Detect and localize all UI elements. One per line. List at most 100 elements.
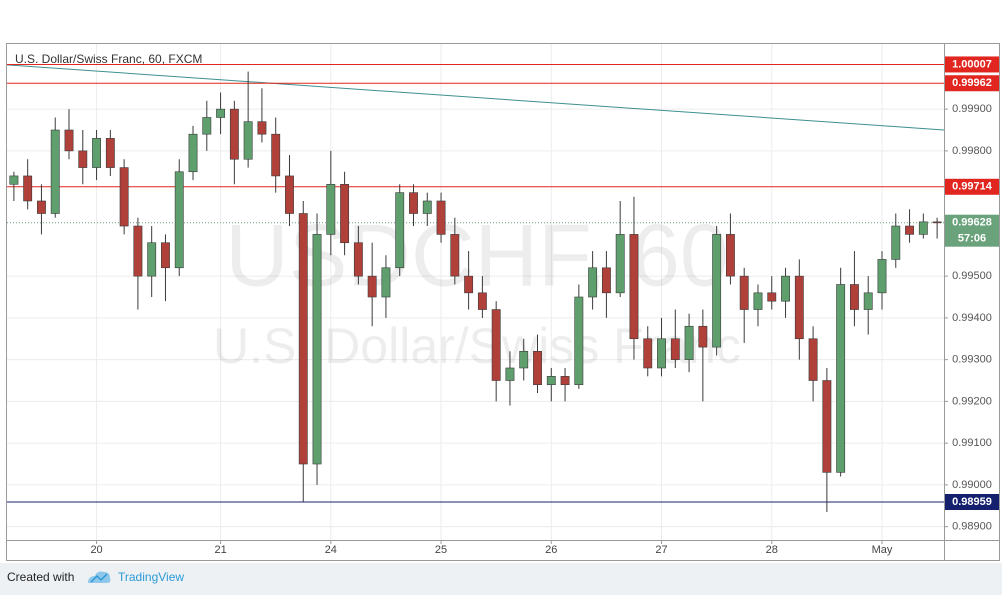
candle-body bbox=[918, 221, 928, 235]
trendline bbox=[6, 64, 945, 131]
x-tick-label: 24 bbox=[325, 544, 337, 556]
candle-body bbox=[725, 234, 735, 277]
level-label-box bbox=[945, 56, 999, 73]
countdown-label: 57:06 bbox=[958, 233, 986, 245]
candle-body bbox=[753, 292, 763, 310]
candle-body bbox=[9, 175, 19, 185]
candle-body bbox=[312, 234, 322, 465]
candle-body bbox=[519, 350, 529, 369]
x-tick-label: 26 bbox=[545, 544, 557, 556]
candle-body bbox=[340, 183, 350, 244]
candle-body bbox=[381, 267, 391, 298]
candle-body bbox=[863, 292, 873, 310]
candle-body bbox=[822, 380, 832, 473]
x-tick-label: 25 bbox=[435, 544, 447, 556]
candle-body bbox=[615, 234, 625, 294]
candle-body bbox=[395, 192, 405, 269]
tradingview-logo[interactable]: TradingView bbox=[88, 570, 184, 584]
candle-body bbox=[794, 275, 804, 340]
candle-body bbox=[50, 129, 60, 214]
candle-body bbox=[932, 221, 942, 224]
candle-body bbox=[781, 275, 790, 302]
candle-body bbox=[657, 338, 666, 369]
y-tick-label: 0.99200 bbox=[952, 395, 992, 407]
candle-body bbox=[877, 259, 887, 294]
candle-body bbox=[546, 376, 556, 385]
x-tick-label: 21 bbox=[214, 544, 226, 556]
candle-body bbox=[684, 325, 694, 360]
candle-body bbox=[202, 117, 212, 135]
candle-body bbox=[849, 284, 859, 310]
candle-body bbox=[285, 175, 294, 214]
candle-body bbox=[188, 133, 198, 173]
candle-body bbox=[739, 275, 749, 310]
level-label: 0.99714 bbox=[952, 181, 993, 193]
candle-body bbox=[477, 292, 487, 310]
candle-body bbox=[216, 108, 226, 118]
candle-body bbox=[92, 138, 101, 168]
logo-line[interactable] bbox=[90, 573, 108, 583]
candle-body bbox=[436, 200, 446, 235]
chart-title: U.S. Dollar/Swiss Franc, 60, FXCM bbox=[15, 52, 202, 66]
candle-body bbox=[147, 242, 157, 277]
candle-body bbox=[422, 200, 432, 214]
y-tick-label: 0.99500 bbox=[952, 270, 992, 282]
candle-body bbox=[133, 225, 143, 277]
level-label-box bbox=[945, 178, 999, 195]
x-tick-label: 20 bbox=[90, 544, 102, 556]
candle-body bbox=[491, 309, 501, 381]
candle-body bbox=[161, 242, 170, 269]
candle-body bbox=[629, 234, 639, 340]
x-tick-label: 27 bbox=[655, 544, 667, 556]
grid-layer bbox=[7, 44, 948, 544]
candle-body bbox=[409, 192, 418, 214]
candle-body bbox=[450, 234, 460, 277]
level-label: 0.98959 bbox=[952, 496, 992, 508]
candle-body bbox=[808, 338, 818, 381]
y-tick-label: 0.99300 bbox=[952, 354, 992, 366]
y-tick-label: 0.99800 bbox=[952, 145, 992, 157]
candle-body bbox=[37, 200, 46, 214]
y-tick-label: 0.99400 bbox=[952, 312, 992, 324]
candle-body bbox=[298, 213, 308, 465]
candle-body bbox=[243, 121, 253, 160]
labels-layer: 0.98900 0.99000 0.99100 0.99200 0.99300 0.994… bbox=[90, 56, 999, 556]
candle-body bbox=[712, 234, 722, 348]
candle-body bbox=[464, 275, 474, 294]
y-tick-label: 0.99000 bbox=[952, 479, 992, 491]
y-tick-label: 0.99100 bbox=[952, 437, 992, 449]
level-label: 1.00007 bbox=[952, 58, 992, 70]
candle-body bbox=[78, 150, 88, 168]
candle-body bbox=[229, 108, 239, 160]
x-tick-label: May bbox=[872, 544, 893, 556]
candle-body bbox=[23, 175, 33, 202]
candle-body bbox=[767, 292, 777, 302]
chart-frame bbox=[6, 43, 1000, 561]
level-label-box bbox=[945, 494, 999, 511]
candle-body bbox=[105, 138, 115, 168]
candle-body bbox=[560, 376, 570, 385]
footer-brand[interactable]: TradingView bbox=[118, 570, 184, 584]
footer-prefix: Created with bbox=[7, 570, 74, 584]
candles-layer bbox=[9, 71, 942, 513]
candle-body bbox=[353, 242, 363, 277]
y-tick-label: 0.99900 bbox=[952, 103, 992, 115]
candle-body bbox=[588, 267, 598, 298]
x-tick-label: 28 bbox=[766, 544, 778, 556]
candle-body bbox=[174, 171, 184, 269]
current-price-label: 0.99628 bbox=[952, 217, 992, 229]
level-label: 0.99962 bbox=[952, 77, 992, 89]
candle-body bbox=[670, 338, 680, 360]
candle-body bbox=[643, 338, 653, 369]
candle-body bbox=[64, 129, 74, 152]
candle-body bbox=[367, 275, 377, 298]
candle-body bbox=[574, 296, 584, 385]
lines-layer bbox=[6, 63, 945, 503]
watermark-symbol: USDCHF, 60 bbox=[225, 205, 729, 304]
footer-band bbox=[0, 563, 1002, 595]
candle-body bbox=[601, 267, 611, 294]
candle-body bbox=[533, 350, 542, 385]
candle-body bbox=[326, 183, 336, 235]
candle-body bbox=[905, 225, 914, 235]
